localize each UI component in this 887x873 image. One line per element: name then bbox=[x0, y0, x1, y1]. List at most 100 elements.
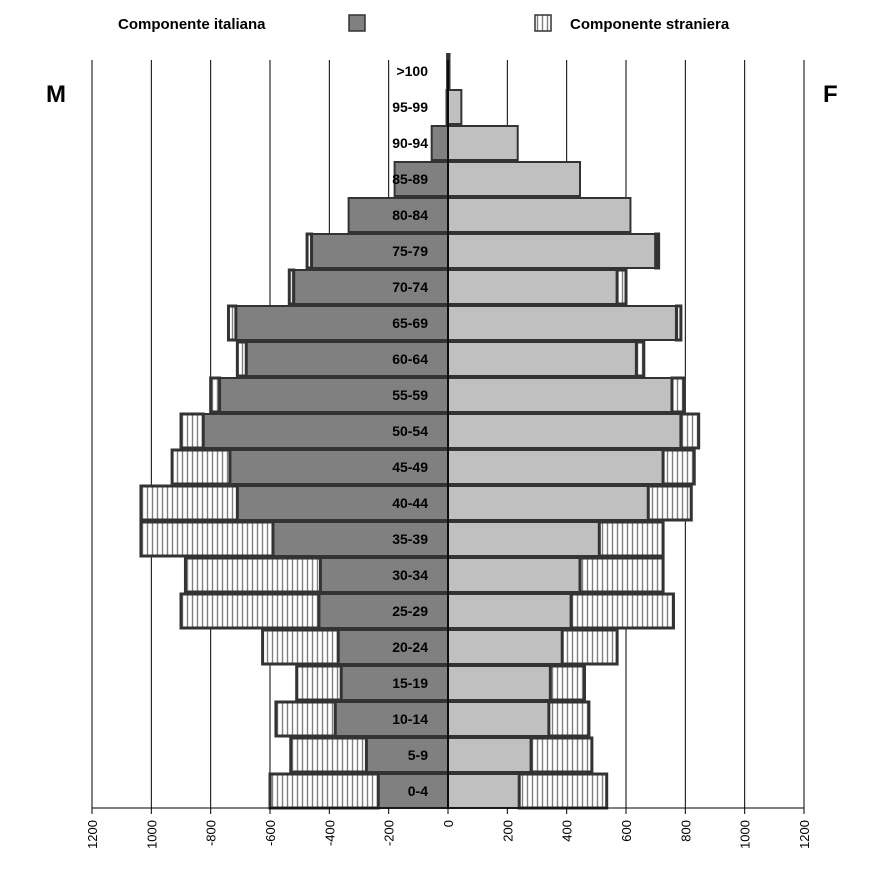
age-group-label: >100 bbox=[396, 63, 428, 79]
bar-male-italiana bbox=[334, 701, 449, 737]
x-tick-label: 1200 bbox=[797, 820, 812, 849]
bars bbox=[139, 53, 701, 810]
bar-male-straniera bbox=[183, 556, 322, 594]
age-group-label: 40-44 bbox=[392, 495, 428, 511]
bar-female-straniera bbox=[679, 412, 701, 450]
bar-female-italiana bbox=[447, 233, 657, 269]
age-group-label: 5-9 bbox=[408, 747, 428, 763]
bar-male-italiana bbox=[337, 629, 450, 665]
x-tick-label: 0 bbox=[441, 820, 456, 827]
bar-female-italiana bbox=[447, 125, 519, 161]
age-group-label: 65-69 bbox=[392, 315, 428, 331]
age-group-label: 0-4 bbox=[408, 783, 428, 799]
bar-female-italiana bbox=[447, 593, 573, 629]
bar-male-straniera bbox=[261, 628, 340, 666]
bar-male-straniera bbox=[235, 340, 248, 378]
category-labels: 0-4 5-9 10-14 15-19 20-24 25-29 30-34 35-39 40-4… bbox=[392, 63, 428, 799]
bar-male-italiana bbox=[317, 593, 450, 629]
bar-female-italiana bbox=[447, 449, 665, 485]
bar-female-italiana bbox=[447, 377, 673, 413]
age-group-label: 20-24 bbox=[392, 639, 428, 655]
age-group-label: 70-74 bbox=[392, 279, 428, 295]
bar-male-italiana bbox=[236, 485, 449, 521]
age-group-label: 75-79 bbox=[392, 243, 428, 259]
bar-female-italiana bbox=[447, 521, 601, 557]
age-group-label: 90-94 bbox=[392, 135, 428, 151]
legend-label-italiana: Componente italiana bbox=[118, 16, 266, 33]
bar-female-straniera bbox=[670, 376, 686, 414]
bar-female-straniera bbox=[661, 448, 696, 486]
bar-male-italiana bbox=[228, 449, 449, 485]
x-tick-label: 1200 bbox=[85, 820, 100, 849]
bar-female-straniera bbox=[646, 484, 693, 522]
x-tick-label: 400 bbox=[560, 820, 575, 842]
age-group-label: 10-14 bbox=[392, 711, 428, 727]
bar-female-straniera bbox=[578, 556, 665, 594]
bar-male-italiana bbox=[340, 665, 450, 701]
bar-male-straniera bbox=[179, 412, 205, 450]
bar-female-italiana bbox=[447, 629, 564, 665]
x-tick-label: 1000 bbox=[738, 820, 753, 849]
age-group-label: 80-84 bbox=[392, 207, 428, 223]
age-group-label: 50-54 bbox=[392, 423, 428, 439]
age-group-label: 25-29 bbox=[392, 603, 428, 619]
bar-female-straniera bbox=[654, 232, 661, 270]
age-group-label: 60-64 bbox=[392, 351, 428, 367]
bar-male-italiana bbox=[347, 197, 449, 233]
bar-female-straniera bbox=[569, 592, 675, 630]
bar-male-italiana bbox=[319, 557, 449, 593]
bar-male-italiana bbox=[292, 269, 449, 305]
bar-female-straniera bbox=[548, 664, 586, 702]
bar-male-straniera bbox=[305, 232, 314, 270]
legend: Componente italiana Componente straniera bbox=[118, 14, 730, 33]
bar-female-straniera bbox=[529, 736, 594, 774]
bar-male-italiana bbox=[365, 737, 449, 773]
bar-female-italiana bbox=[447, 701, 550, 737]
bar-female-italiana bbox=[447, 557, 582, 593]
bar-male-straniera bbox=[170, 448, 232, 486]
bar-male-straniera bbox=[179, 592, 321, 630]
bar-male-italiana bbox=[430, 125, 449, 161]
bar-female-straniera bbox=[547, 700, 591, 738]
bar-male-straniera bbox=[139, 520, 275, 558]
bar-male-straniera bbox=[289, 736, 368, 774]
bar-female-italiana bbox=[447, 737, 533, 773]
bar-female-straniera bbox=[674, 304, 683, 342]
age-group-label: 45-49 bbox=[392, 459, 428, 475]
x-tick-label: 800 bbox=[678, 820, 693, 842]
bar-male-straniera bbox=[226, 304, 238, 342]
x-tick-label: -200 bbox=[382, 820, 397, 846]
bar-male-straniera bbox=[209, 376, 222, 414]
female-side-label: F bbox=[823, 81, 838, 108]
bar-female-straniera bbox=[597, 520, 665, 558]
bar-female-italiana bbox=[447, 197, 632, 233]
bar-female-italiana bbox=[447, 305, 678, 341]
age-group-label: 30-34 bbox=[392, 567, 428, 583]
bar-male-straniera bbox=[274, 700, 337, 738]
age-group-label: 95-99 bbox=[392, 99, 428, 115]
age-group-label: 85-89 bbox=[392, 171, 428, 187]
bar-female-straniera bbox=[517, 772, 609, 810]
bar-female-straniera bbox=[615, 268, 628, 306]
bar-male-italiana bbox=[377, 773, 449, 809]
bar-female-italiana bbox=[447, 89, 463, 125]
x-tick-label: 600 bbox=[619, 820, 634, 842]
bar-female-italiana bbox=[447, 665, 552, 701]
x-tick-label: -600 bbox=[263, 820, 278, 846]
bar-female-italiana bbox=[447, 485, 650, 521]
age-group-label: 35-39 bbox=[392, 531, 428, 547]
bar-male-italiana bbox=[271, 521, 450, 557]
x-tick-label: -400 bbox=[322, 820, 337, 846]
bar-male-italiana bbox=[202, 413, 449, 449]
x-tick-label: 1000 bbox=[144, 820, 159, 849]
bar-female-italiana bbox=[447, 269, 619, 305]
legend-swatch-italiana bbox=[348, 14, 366, 32]
x-tick-label: -800 bbox=[204, 820, 219, 846]
bar-female-italiana bbox=[447, 161, 582, 197]
bar-male-straniera bbox=[287, 268, 296, 306]
bar-male-straniera bbox=[139, 484, 239, 522]
age-group-label: 15-19 bbox=[392, 675, 428, 691]
bar-female-straniera bbox=[634, 340, 646, 378]
bar-male-straniera bbox=[268, 772, 380, 810]
